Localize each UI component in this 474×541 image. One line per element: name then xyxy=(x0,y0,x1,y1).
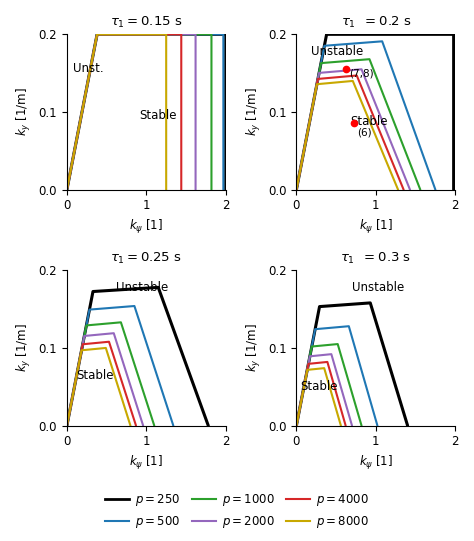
Text: (6): (6) xyxy=(357,127,372,137)
Title: $\tau_1 = 0.25$ s: $\tau_1 = 0.25$ s xyxy=(110,251,182,266)
Text: Stable: Stable xyxy=(76,368,113,381)
Text: Stable: Stable xyxy=(351,115,388,128)
Text: Unstable: Unstable xyxy=(352,281,404,294)
Text: Unstable: Unstable xyxy=(116,281,168,294)
Y-axis label: $k_y$ [1/m]: $k_y$ [1/m] xyxy=(245,88,263,136)
Y-axis label: $k_y$ [1/m]: $k_y$ [1/m] xyxy=(15,88,33,136)
X-axis label: $k_{\psi}$ [1]: $k_{\psi}$ [1] xyxy=(359,218,393,236)
Title: $\tau_1 = 0.15$ s: $\tau_1 = 0.15$ s xyxy=(110,15,182,30)
Text: Stable: Stable xyxy=(139,109,177,122)
Title: $\tau_1 \;\; = 0.2$ s: $\tau_1 \;\; = 0.2$ s xyxy=(341,15,411,30)
Text: Unst.: Unst. xyxy=(73,62,104,75)
Text: Stable: Stable xyxy=(300,380,337,393)
Text: (7,8): (7,8) xyxy=(350,68,374,78)
X-axis label: $k_{\psi}$ [1]: $k_{\psi}$ [1] xyxy=(359,454,393,472)
X-axis label: $k_{\psi}$ [1]: $k_{\psi}$ [1] xyxy=(129,454,164,472)
Y-axis label: $k_y$ [1/m]: $k_y$ [1/m] xyxy=(15,324,33,372)
Text: Unstable: Unstable xyxy=(310,45,363,58)
Legend: $p = 250$, $p = 500$, $p = 1000$, $p = 2000$, $p = 4000$, $p = 8000$: $p = 250$, $p = 500$, $p = 1000$, $p = 2… xyxy=(100,488,374,535)
Title: $\tau_1 \;\; = 0.3$ s: $\tau_1 \;\; = 0.3$ s xyxy=(340,251,411,266)
X-axis label: $k_{\psi}$ [1]: $k_{\psi}$ [1] xyxy=(129,218,164,236)
Y-axis label: $k_y$ [1/m]: $k_y$ [1/m] xyxy=(245,324,263,372)
